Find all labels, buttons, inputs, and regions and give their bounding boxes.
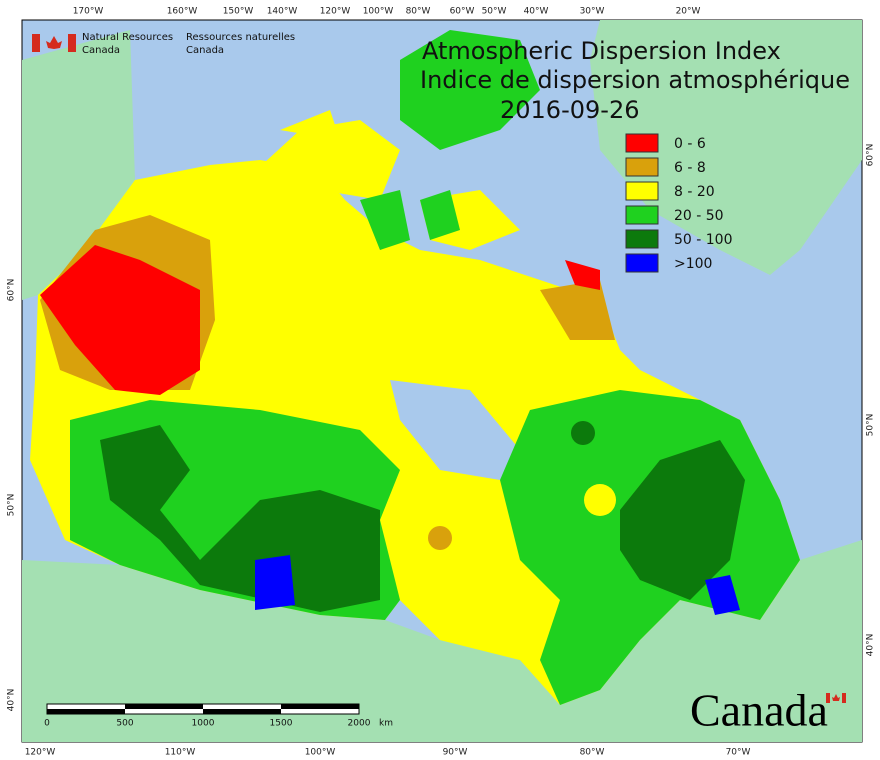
legend-label: 8 - 20: [674, 184, 715, 200]
scale-label: 1000: [192, 719, 215, 729]
legend-swatch: [625, 229, 659, 249]
wordmark: Canada: [690, 685, 828, 736]
date: 2016-09-26: [500, 96, 639, 124]
scale-segment: [125, 704, 203, 709]
lon-label: 80°W: [406, 7, 431, 17]
alaska: [22, 30, 135, 300]
maple-leaf: [46, 36, 62, 49]
agency-en: Natural Resources: [82, 32, 173, 43]
flag-bar: [68, 34, 76, 52]
title-fr: Indice de dispersion atmosphérique: [420, 66, 850, 94]
lon-label: 40°W: [524, 7, 549, 17]
red-zone: [40, 245, 600, 395]
lat-label: 40°N: [7, 689, 17, 712]
legend-label: 20 - 50: [674, 208, 724, 224]
scale-unit: km: [379, 719, 393, 729]
legend-label: >100: [674, 256, 712, 272]
arctic-green: [360, 30, 540, 250]
lat-label: 60°N: [866, 144, 876, 167]
legend-swatch: [625, 133, 659, 153]
lon-label: 30°W: [580, 7, 605, 17]
lon-label: 120°W: [320, 7, 351, 17]
legend-label: 0 - 6: [674, 136, 706, 152]
lon-label: 140°W: [267, 7, 298, 17]
lon-label: 100°W: [363, 7, 394, 17]
us-land: [22, 540, 862, 742]
legend-swatch: [625, 157, 659, 177]
graticule: 170°W 160°W 150°W 140°W 120°W 100°W 80°W 60°W 50…: [7, 7, 876, 758]
lon-label: 90°W: [443, 748, 468, 758]
scale-label: 0: [44, 719, 50, 729]
lat-label: 40°N: [866, 634, 876, 657]
flag-bar: [826, 693, 830, 703]
lat-label: 60°N: [7, 279, 17, 302]
lat-label: 50°N: [7, 494, 17, 517]
lon-label: 100°W: [305, 748, 336, 758]
scale-segment: [203, 709, 281, 714]
title-en: Atmospheric Dispersion Index: [422, 37, 781, 65]
legend-swatch: [625, 181, 659, 201]
lat-label: 50°N: [866, 414, 876, 437]
orange-spot: [428, 526, 452, 550]
lon-label: 160°W: [167, 7, 198, 17]
legend-swatch: [625, 253, 659, 273]
agency-fr: Ressources naturelles: [186, 32, 295, 43]
legend-label: 6 - 8: [674, 160, 706, 176]
lon-label: 20°W: [676, 7, 701, 17]
scale-segment: [47, 709, 125, 714]
legend: 0 - 6 6 - 8 8 - 20 20 - 50 50 - 100 >100: [625, 133, 733, 273]
scale-label: 500: [116, 719, 133, 729]
prairie-dark: [100, 425, 380, 612]
flag-bar: [32, 34, 40, 52]
scale-bar: 0 500 1000 1500 2000 km: [44, 703, 393, 729]
lon-label: 80°W: [580, 748, 605, 758]
lon-label: 120°W: [25, 748, 56, 758]
scale-segment: [281, 704, 359, 709]
scale-label: 2000: [348, 719, 371, 729]
agency-fr: Canada: [186, 45, 224, 56]
scale-label: 1500: [270, 719, 293, 729]
lon-label: 170°W: [73, 7, 104, 17]
hudson-bay: [390, 380, 520, 480]
legend-label: 50 - 100: [674, 232, 733, 248]
dark-spot: [571, 421, 595, 445]
blue-zone: [255, 555, 295, 610]
lon-label: 70°W: [726, 748, 751, 758]
maple-leaf: [832, 694, 840, 701]
flag-bar: [842, 693, 846, 703]
lon-label: 150°W: [223, 7, 254, 17]
lon-label: 50°W: [482, 7, 507, 17]
legend-swatch: [625, 205, 659, 225]
lon-label: 110°W: [165, 748, 196, 758]
agency-en: Canada: [82, 45, 120, 56]
lon-label: 60°W: [450, 7, 475, 17]
nova-scotia-blue: [705, 575, 740, 615]
quebec-dark: [620, 440, 745, 600]
yellow-spot: [584, 484, 616, 516]
